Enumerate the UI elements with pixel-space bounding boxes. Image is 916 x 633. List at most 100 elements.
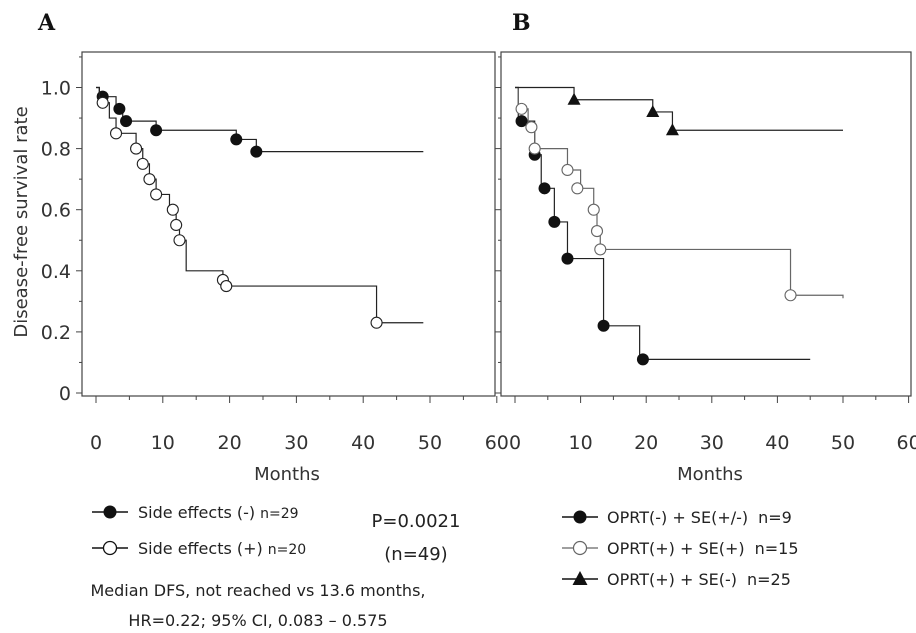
panel-a-series-1-line bbox=[96, 86, 424, 153]
panel-a-series-2-point bbox=[170, 218, 183, 232]
median-dfs-note: Median DFS, not reached vs 13.6 months, bbox=[91, 581, 426, 600]
panel-a-frame bbox=[81, 51, 496, 397]
panel-b-series-3-line bbox=[515, 86, 843, 131]
panel-a-series-2-point bbox=[220, 280, 233, 293]
panel-a-xlabel: Months bbox=[254, 464, 320, 485]
legend-a-item-2-name: Side effects (+) bbox=[138, 539, 263, 558]
legend-a-item-1-marker bbox=[103, 505, 117, 519]
legend-b-item-1-marker bbox=[573, 510, 587, 524]
panel-b-xtick-label: 60 bbox=[897, 432, 916, 454]
legend-a-item-2: Side effects (+) n=20 bbox=[92, 539, 306, 558]
panel-a-ytick-label: 0.4 bbox=[41, 261, 71, 283]
legend-b-item-2-n: n=15 bbox=[755, 539, 799, 558]
panel-a-series-1-point bbox=[250, 145, 263, 158]
legend-a-item-1-label: Side effects (-) n=29 bbox=[138, 503, 299, 522]
panel-b-series-1-point bbox=[538, 182, 551, 195]
hr-ci-note: HR=0.22; 95% CI, 0.083 – 0.575 bbox=[128, 611, 387, 630]
panel-b-series-3-point bbox=[665, 123, 679, 136]
panel-b-series-1-point bbox=[636, 353, 649, 366]
legend-b-item-1-label: OPRT(-) + SE(+/-) n=9 bbox=[607, 508, 792, 527]
legend-b-item-2-name: OPRT(+) + SE(+) bbox=[607, 539, 745, 558]
panel-a-ytick-label: 0.6 bbox=[41, 200, 71, 222]
panel-b-series-2-point bbox=[784, 289, 797, 302]
panel-a-series-1-point bbox=[120, 115, 133, 128]
panel-a-ytick-label: 0.2 bbox=[41, 322, 71, 344]
panel-a-axes: 0 10 20 30 40 50 60 0 0.2 0.4 0.6 0.8 1.0 bbox=[41, 56, 509, 454]
legend-b-item-3-marker bbox=[572, 571, 588, 585]
legend-a-item-1-n: n=29 bbox=[260, 506, 298, 522]
panel-b-series-2-point bbox=[561, 163, 574, 177]
legend-b-item-3-name: OPRT(+) + SE(-) bbox=[607, 570, 737, 589]
panel-a-xtick-label: 40 bbox=[351, 432, 375, 454]
panel-b-plot: 0 10 20 30 40 50 60 Months bbox=[495, 51, 916, 485]
panel-a-series-2-point bbox=[96, 96, 109, 109]
legend-b-item-1-name: OPRT(-) + SE(+/-) bbox=[607, 508, 748, 527]
panel-b-series-2-point bbox=[571, 182, 584, 195]
panel-b-xtick-label: 40 bbox=[765, 432, 789, 454]
panel-b-legend: OPRT(-) + SE(+/-) n=9 OPRT(+) + SE(+) n=15… bbox=[562, 508, 799, 589]
panel-b-xtick-label: 50 bbox=[831, 432, 855, 454]
panel-a-xtick-label: 10 bbox=[151, 432, 175, 454]
panel-b-xlabel: Months bbox=[677, 464, 743, 485]
panel-b-xtick-label: 10 bbox=[569, 432, 593, 454]
panel-b-label: B bbox=[512, 10, 531, 36]
panel-b-curves bbox=[515, 86, 844, 366]
panel-a-series-2-line bbox=[96, 86, 424, 324]
panel-a-series-2-point bbox=[143, 173, 156, 186]
panel-a-xtick-label: 30 bbox=[284, 432, 308, 454]
panel-a-ytick-label: 0 bbox=[59, 383, 71, 405]
panel-a-series-2-point bbox=[370, 316, 383, 329]
legend-a-item-1: Side effects (-) n=29 bbox=[92, 503, 299, 522]
panel-b-series-2-point bbox=[515, 102, 528, 115]
panel-a-ylabel: Disease-free survival rate bbox=[11, 106, 32, 337]
legend-b-item-1: OPRT(-) + SE(+/-) n=9 bbox=[562, 508, 792, 527]
legend-b-item-1-n: n=9 bbox=[758, 508, 792, 527]
panel-a-legend: Side effects (-) n=29 Side effects (+) n=2… bbox=[91, 503, 461, 630]
legend-a-item-2-label: Side effects (+) n=20 bbox=[138, 539, 306, 558]
panel-b-xtick-label: 0 bbox=[509, 432, 521, 454]
panel-a-plot: 0 10 20 30 40 50 60 0 0.2 0.4 0.6 0.8 1.0 Disease-fr… bbox=[11, 51, 509, 485]
panel-a-series-2-point bbox=[173, 234, 186, 247]
panel-a-ytick-label: 0.8 bbox=[41, 139, 71, 161]
legend-b-item-3: OPRT(+) + SE(-) n=25 bbox=[562, 570, 791, 589]
panel-b-series-3-point bbox=[646, 104, 660, 117]
legend-a-item-2-n: n=20 bbox=[268, 542, 306, 558]
panel-a-series-2-point bbox=[166, 203, 179, 216]
panel-b-series-2-line bbox=[515, 86, 844, 299]
legend-b-item-2-label: OPRT(+) + SE(+) n=15 bbox=[607, 539, 799, 558]
panel-b-series-2-point bbox=[528, 142, 541, 155]
panel-b-xtick-label: 30 bbox=[700, 432, 724, 454]
panel-a-series-2-point bbox=[150, 188, 163, 201]
legend-b-item-3-n: n=25 bbox=[747, 570, 791, 589]
legend-b-item-3-label: OPRT(+) + SE(-) n=25 bbox=[607, 570, 791, 589]
legend-a-item-2-marker bbox=[102, 540, 118, 556]
panel-b-series-1-point bbox=[515, 115, 528, 128]
panel-a-series-2-point bbox=[109, 127, 123, 140]
panel-a-xtick-label: 0 bbox=[90, 432, 102, 454]
panel-a-xtick-label: 60 bbox=[485, 432, 509, 454]
panel-a-label: A bbox=[37, 10, 56, 36]
panel-a-xtick-label: 20 bbox=[218, 432, 242, 454]
panel-a-series-2-point bbox=[130, 142, 143, 155]
panel-a-curves bbox=[96, 86, 424, 329]
panel-b-frame bbox=[500, 51, 912, 397]
panel-b-series-1-point bbox=[548, 215, 561, 228]
panel-b-series-2-point bbox=[594, 243, 607, 256]
panel-a-series-1-point bbox=[150, 124, 163, 137]
panel-a-series-1-point bbox=[230, 133, 243, 146]
p-value: P=0.0021 bbox=[372, 511, 461, 532]
panel-a-ytick-label: 1.0 bbox=[41, 78, 71, 100]
panel-b-axes: 0 10 20 30 40 50 60 bbox=[495, 56, 916, 454]
panel-b-series-2-point bbox=[525, 121, 538, 134]
legend-b-item-2-marker bbox=[572, 540, 588, 556]
panel-b-series-1-point bbox=[597, 319, 610, 332]
panel-a-series-2-point bbox=[136, 157, 149, 170]
panel-a-series-1-point bbox=[113, 102, 126, 115]
panel-b-xtick-label: 20 bbox=[634, 432, 658, 454]
legend-b-item-2: OPRT(+) + SE(+) n=15 bbox=[562, 539, 799, 558]
total-n: (n=49) bbox=[384, 544, 447, 565]
legend-a-item-1-name: Side effects (-) bbox=[138, 503, 255, 522]
panel-b-series-1-point bbox=[561, 252, 574, 265]
panel-b-series-2-point bbox=[590, 225, 604, 238]
